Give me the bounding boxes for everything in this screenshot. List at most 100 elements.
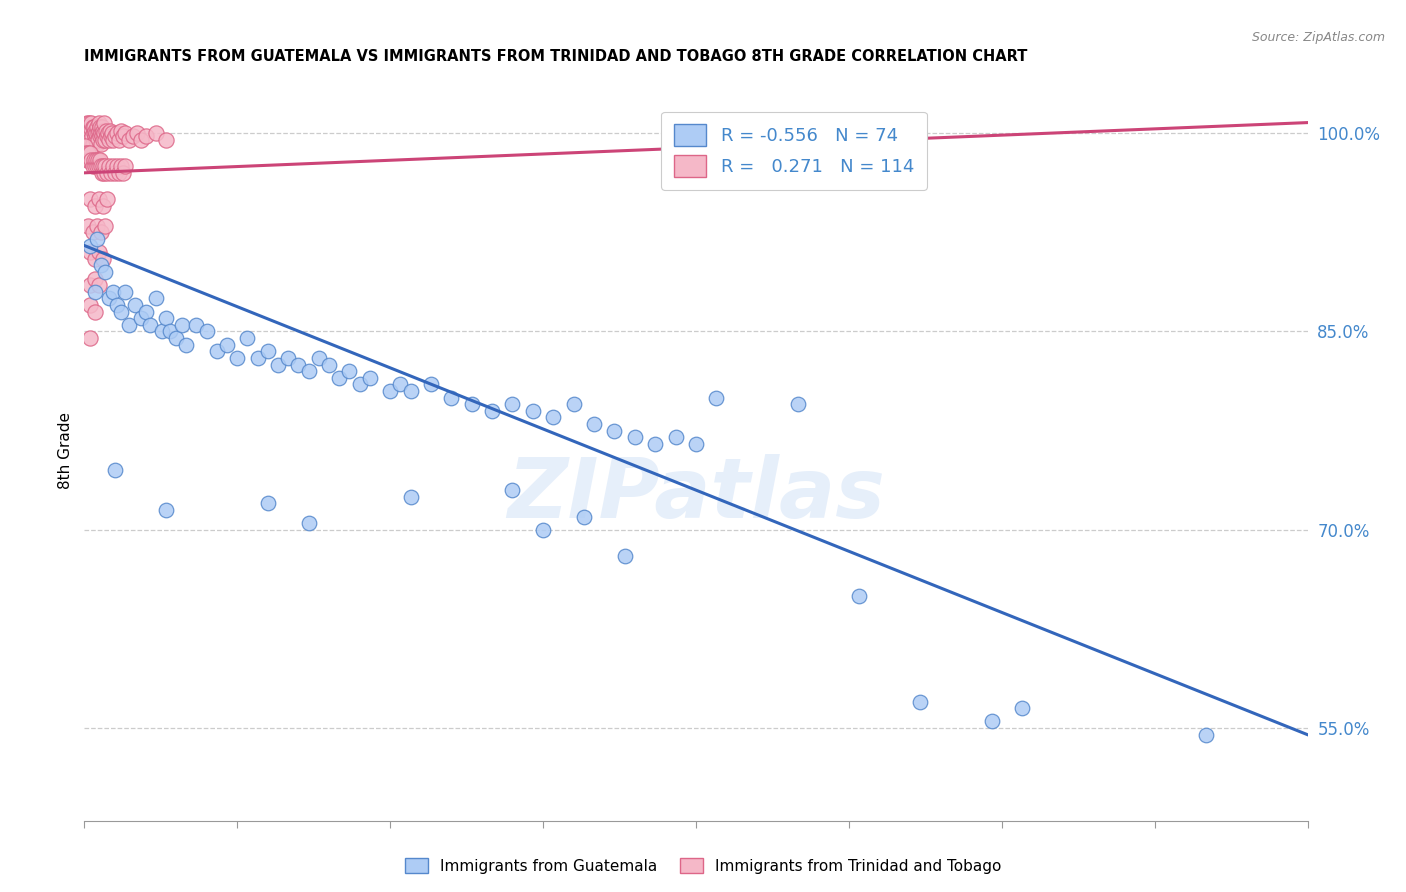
Point — [89, 153, 111, 167]
Point — [104, 463, 127, 477]
Point — [75, 120, 97, 134]
Point — [86, 126, 108, 140]
Point — [83, 153, 105, 167]
Point — [84, 153, 107, 167]
Point — [97, 292, 120, 306]
Point — [104, 128, 127, 143]
Point — [112, 128, 135, 143]
Point — [110, 123, 132, 137]
Point — [339, 364, 361, 378]
Point — [145, 292, 167, 306]
Point — [83, 159, 105, 173]
Point — [110, 159, 132, 173]
Point — [98, 123, 121, 137]
Point — [96, 166, 118, 180]
Point — [82, 136, 104, 151]
Point — [83, 126, 105, 140]
Point — [522, 404, 544, 418]
Point — [79, 278, 101, 293]
Point — [87, 123, 110, 137]
Point — [90, 126, 112, 140]
Point — [380, 384, 402, 398]
Point — [90, 259, 112, 273]
Point — [97, 126, 120, 140]
Point — [84, 123, 107, 137]
Point — [112, 166, 135, 180]
Point — [481, 404, 503, 418]
Point — [318, 358, 340, 372]
Point — [97, 159, 120, 173]
Point — [86, 153, 108, 167]
Point — [91, 252, 114, 266]
Point — [77, 126, 100, 140]
Point — [105, 298, 128, 312]
Text: Source: ZipAtlas.com: Source: ZipAtlas.com — [1251, 31, 1385, 45]
Point — [82, 120, 104, 134]
Point — [359, 370, 381, 384]
Point — [159, 325, 181, 339]
Point — [77, 146, 100, 161]
Point — [440, 391, 463, 405]
Point — [84, 126, 107, 140]
Point — [980, 714, 1002, 729]
Point — [79, 238, 101, 252]
Point — [79, 115, 101, 129]
Point — [135, 128, 157, 143]
Point — [90, 166, 112, 180]
Point — [79, 192, 101, 206]
Point — [75, 123, 97, 137]
Point — [93, 219, 115, 233]
Point — [90, 120, 112, 134]
Point — [87, 245, 110, 260]
Point — [79, 245, 101, 260]
Point — [89, 128, 111, 143]
Point — [461, 397, 484, 411]
Point — [644, 437, 666, 451]
Point — [131, 133, 153, 147]
Point — [118, 318, 141, 332]
Point — [90, 136, 112, 151]
Point — [86, 219, 108, 233]
Point — [101, 159, 124, 173]
Point — [124, 298, 146, 312]
Point — [83, 304, 105, 318]
Point — [80, 122, 103, 136]
Point — [502, 397, 524, 411]
Point — [87, 159, 110, 173]
Point — [90, 225, 112, 239]
Text: ZIPatlas: ZIPatlas — [508, 454, 884, 535]
Point — [685, 437, 707, 451]
Point — [420, 377, 443, 392]
Point — [155, 133, 177, 147]
Y-axis label: 8th Grade: 8th Grade — [58, 412, 73, 489]
Point — [101, 285, 124, 299]
Point — [131, 311, 153, 326]
Point — [80, 153, 103, 167]
Point — [110, 304, 132, 318]
Point — [75, 139, 97, 153]
Point — [86, 120, 108, 134]
Point — [82, 128, 104, 143]
Point — [105, 126, 128, 140]
Point — [100, 128, 122, 143]
Point — [93, 115, 115, 129]
Point — [77, 136, 100, 151]
Point — [87, 192, 110, 206]
Point — [603, 424, 626, 438]
Point — [217, 337, 239, 351]
Point — [122, 128, 145, 143]
Point — [665, 430, 688, 444]
Point — [246, 351, 269, 365]
Legend: R = -0.556   N = 74, R =   0.271   N = 114: R = -0.556 N = 74, R = 0.271 N = 114 — [661, 112, 927, 190]
Point — [572, 509, 595, 524]
Point — [76, 133, 98, 147]
Point — [287, 358, 309, 372]
Point — [267, 358, 290, 372]
Point — [389, 377, 412, 392]
Point — [583, 417, 606, 431]
Point — [83, 252, 105, 266]
Point — [83, 199, 105, 213]
Point — [349, 377, 371, 392]
Point — [114, 285, 136, 299]
Point — [76, 115, 98, 129]
